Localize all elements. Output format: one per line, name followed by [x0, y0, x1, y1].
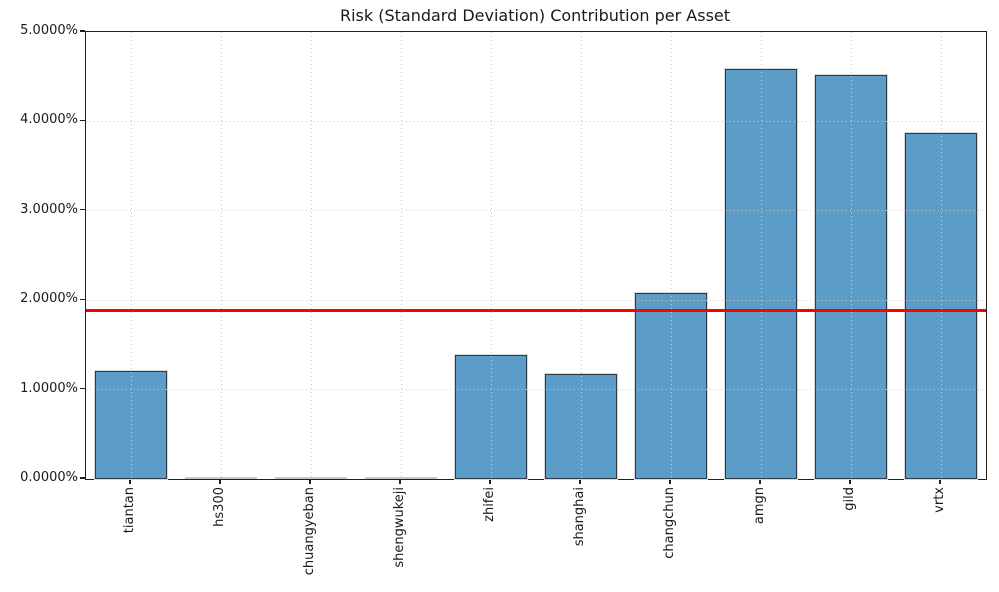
gridline-vertical [850, 32, 852, 479]
x-tick-label-zhifei: zhifei [482, 487, 497, 522]
gridline-vertical [670, 32, 672, 479]
x-tick-label-shengwukeji: shengwukeji [392, 487, 407, 568]
y-tick [80, 30, 85, 32]
gridline-horizontal [86, 389, 986, 391]
plot-area [85, 31, 987, 480]
mean-risk-line [86, 309, 986, 313]
x-tick-label-hs300: hs300 [212, 487, 227, 527]
y-tick [80, 209, 85, 211]
x-tick [759, 479, 761, 484]
y-tick-label: 0.0000% [20, 470, 78, 485]
y-tick [80, 119, 85, 121]
y-tick [80, 477, 85, 479]
x-tick [669, 479, 671, 484]
gridline-vertical [220, 32, 222, 479]
gridline-vertical [310, 32, 312, 479]
y-tick-label: 1.0000% [20, 380, 78, 396]
gridline-vertical [580, 32, 582, 479]
x-tick [939, 479, 941, 484]
x-tick-label-gild: gild [842, 487, 857, 511]
gridline-horizontal [86, 210, 986, 212]
gridline-vertical [490, 32, 492, 479]
x-tick-label-vrtx: vrtx [932, 487, 947, 513]
x-tick [849, 479, 851, 484]
x-tick-label-amgn: amgn [752, 487, 767, 525]
gridline-vertical [130, 32, 132, 479]
x-tick [129, 479, 131, 484]
x-tick-label-tiantan: tiantan [122, 487, 137, 534]
x-tick [399, 479, 401, 484]
x-tick [219, 479, 221, 484]
x-tick [309, 479, 311, 484]
x-tick [489, 479, 491, 484]
gridline-horizontal [86, 120, 986, 122]
y-tick [80, 388, 85, 390]
x-tick-label-changchun: changchun [662, 487, 677, 559]
x-tick-label-shanghai: shanghai [572, 487, 587, 547]
chart-title: Risk (Standard Deviation) Contribution p… [339, 6, 731, 25]
y-tick-label: 4.0000% [20, 112, 78, 128]
gridline-vertical [400, 32, 402, 479]
y-tick-label: 3.0000% [20, 201, 78, 217]
gridline-horizontal [86, 299, 986, 301]
gridline-vertical [760, 32, 762, 479]
gridline-vertical [940, 32, 942, 479]
x-tick-label-chuangyeban: chuangyeban [302, 487, 317, 576]
y-tick-label: 5.0000% [20, 23, 78, 38]
y-tick [80, 298, 85, 300]
x-tick [579, 479, 581, 484]
y-tick-label: 2.0000% [20, 291, 78, 307]
